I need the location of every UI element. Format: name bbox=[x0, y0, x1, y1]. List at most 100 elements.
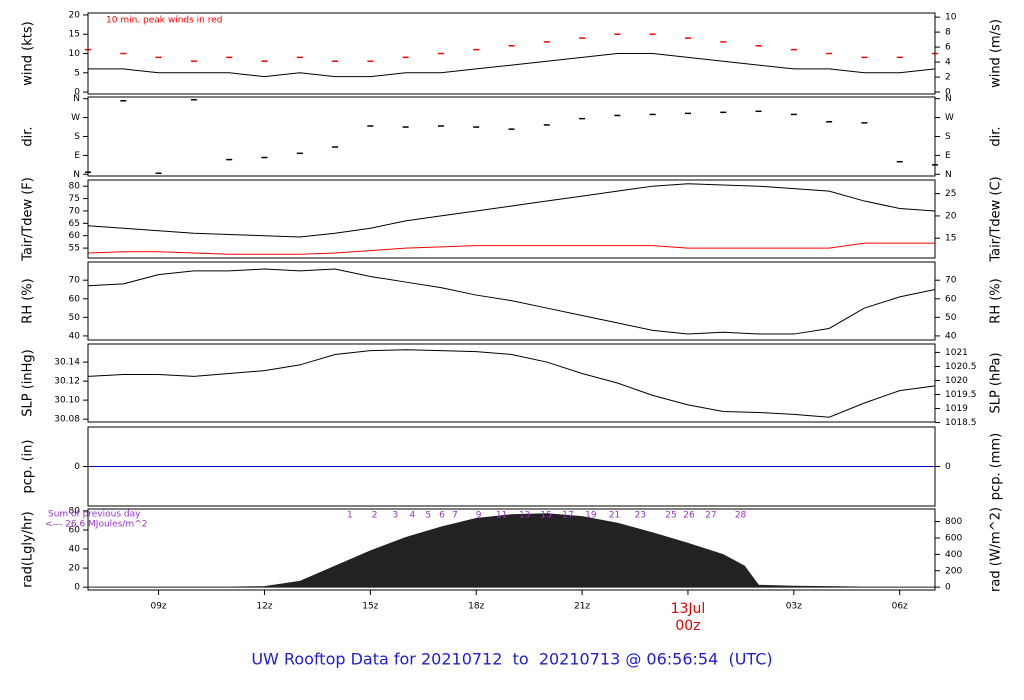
y2-tick-label: 1019.5 bbox=[945, 390, 977, 400]
y2-axis-title: Tair/Tdew (C) bbox=[989, 176, 1004, 262]
y-tick-label: 80 bbox=[69, 506, 81, 516]
y-tick-label: 30.14 bbox=[54, 358, 80, 368]
cumulative-label: 28 bbox=[735, 511, 747, 521]
data-line bbox=[87, 242, 935, 255]
y-tick-label: 75 bbox=[69, 194, 80, 204]
y2-tick-label: 1018.5 bbox=[945, 418, 977, 428]
y2-tick-label: 60 bbox=[945, 294, 957, 304]
annotation: 10 min. peak winds in red bbox=[106, 16, 223, 26]
y-tick-label: N bbox=[73, 170, 80, 180]
y2-tick-label: W bbox=[945, 113, 954, 123]
y2-tick-label: 25 bbox=[945, 189, 956, 199]
y-tick-label: 55 bbox=[69, 244, 80, 254]
chart-title: UW Rooftop Data for 20210712 to 20210713… bbox=[251, 650, 772, 669]
cumulative-label: 5 bbox=[425, 511, 431, 521]
cumulative-label: 15 bbox=[540, 511, 551, 521]
y-axis-title: SLP (inHg) bbox=[21, 349, 36, 417]
y-tick-label: S bbox=[74, 132, 80, 142]
y2-tick-label: N bbox=[945, 94, 952, 104]
y-tick-label: 20 bbox=[69, 10, 81, 20]
y2-tick-label: 1019 bbox=[945, 404, 968, 414]
cumulative-label: 9 bbox=[476, 511, 482, 521]
x-tick-label: 18z bbox=[468, 602, 484, 612]
cumulative-label: 17 bbox=[562, 511, 573, 521]
y2-axis-title: RH (%) bbox=[989, 278, 1004, 323]
y-tick-label: 0 bbox=[74, 88, 80, 98]
x-tick-label: 15z bbox=[362, 602, 378, 612]
y-tick-label: 60 bbox=[69, 525, 81, 535]
y2-tick-label: 1020 bbox=[945, 376, 968, 386]
y-tick-label: 40 bbox=[69, 331, 81, 341]
y-tick-label: 30.12 bbox=[54, 377, 80, 387]
cumulative-label: 21 bbox=[609, 511, 620, 521]
y2-tick-label: 200 bbox=[945, 566, 962, 576]
x-tick-label: 06z bbox=[892, 602, 908, 612]
y-tick-label: 80 bbox=[69, 182, 81, 192]
y2-tick-label: 20 bbox=[945, 211, 957, 221]
y-tick-label: 70 bbox=[69, 276, 81, 286]
y-tick-label: E bbox=[74, 151, 80, 161]
y2-tick-label: 50 bbox=[945, 313, 957, 323]
y2-axis-title: pcp. (mm) bbox=[989, 433, 1004, 500]
panel-frame bbox=[87, 343, 936, 423]
cumulative-label: 11 bbox=[496, 511, 507, 521]
y2-axis-title: SLP (hPa) bbox=[989, 352, 1004, 413]
y-tick-label: 15 bbox=[69, 30, 80, 40]
y-tick-label: W bbox=[71, 113, 80, 123]
data-line bbox=[87, 268, 936, 335]
y2-tick-label: 800 bbox=[945, 517, 962, 527]
y-tick-label: 70 bbox=[69, 206, 81, 216]
y2-tick-label: E bbox=[945, 151, 951, 161]
x-tick-label: 03z bbox=[786, 602, 802, 612]
y-tick-label: 60 bbox=[69, 231, 81, 241]
y-tick-label: 60 bbox=[69, 294, 81, 304]
y-axis-title: rad(Lgly/hr) bbox=[21, 511, 36, 587]
cumulative-label: 2 bbox=[372, 511, 378, 521]
cumulative-label: 3 bbox=[393, 511, 399, 521]
y2-tick-label: 1021 bbox=[945, 348, 968, 358]
x-tick-label: 21z bbox=[574, 602, 590, 612]
y-tick-label: 30.10 bbox=[54, 396, 80, 406]
x-tick-label: 00z bbox=[675, 618, 700, 634]
y2-tick-label: 2 bbox=[945, 73, 951, 83]
y-axis-title: dir. bbox=[21, 126, 36, 146]
y-tick-label: N bbox=[73, 94, 80, 104]
y2-tick-label: 600 bbox=[945, 533, 962, 543]
cumulative-label: 19 bbox=[585, 511, 597, 521]
radiation-area bbox=[88, 513, 935, 588]
y2-tick-label: 0 bbox=[945, 583, 951, 593]
y2-axis-title: dir. bbox=[989, 126, 1004, 146]
y2-tick-label: 10 bbox=[945, 13, 957, 23]
y-tick-label: 5 bbox=[74, 68, 80, 78]
y2-axis-title: wind (m/s) bbox=[989, 19, 1004, 88]
annotation: <--- 26.6 MJoules/m^2 bbox=[45, 520, 147, 530]
data-line bbox=[87, 349, 936, 418]
y2-tick-label: 6 bbox=[945, 43, 951, 53]
cumulative-label: 7 bbox=[452, 511, 458, 521]
cumulative-label: 27 bbox=[705, 511, 716, 521]
y-tick-label: 0 bbox=[74, 583, 80, 593]
x-tick-label: 09z bbox=[150, 602, 166, 612]
cumulative-label: 25 bbox=[665, 511, 676, 521]
cumulative-label: 6 bbox=[439, 511, 445, 521]
cumulative-label: 26 bbox=[683, 511, 695, 521]
panel-frame bbox=[87, 96, 936, 177]
y-tick-label: 0 bbox=[74, 462, 80, 472]
y2-tick-label: 70 bbox=[945, 276, 957, 286]
date-label: 13Jul bbox=[671, 601, 706, 617]
y2-tick-label: 40 bbox=[945, 331, 957, 341]
y2-tick-label: 4 bbox=[945, 58, 951, 68]
cumulative-label: 4 bbox=[409, 511, 415, 521]
cumulative-label: 1 bbox=[347, 511, 353, 521]
y-axis-title: wind (kts) bbox=[21, 21, 36, 85]
y-tick-label: 20 bbox=[69, 564, 81, 574]
y2-tick-label: 15 bbox=[945, 234, 956, 244]
y-tick-label: 40 bbox=[69, 545, 81, 555]
y2-tick-label: N bbox=[945, 170, 952, 180]
y2-tick-label: 0 bbox=[945, 462, 951, 472]
panel-frame bbox=[87, 261, 936, 341]
y2-tick-label: 400 bbox=[945, 550, 962, 560]
panel-frame bbox=[87, 179, 936, 259]
